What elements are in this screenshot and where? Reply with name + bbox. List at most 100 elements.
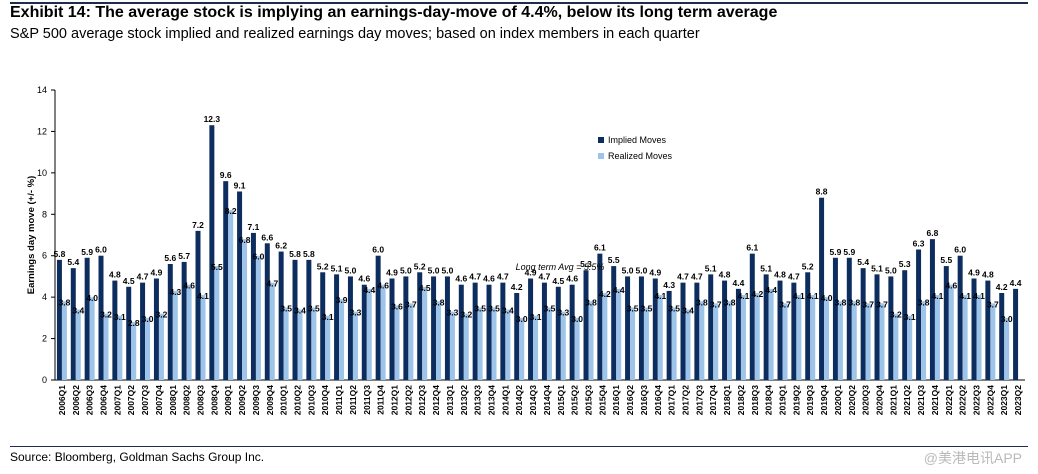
implied-data-label: 6.1 xyxy=(594,243,606,253)
realized-bar xyxy=(269,282,275,380)
realized-data-label: 4.1 xyxy=(973,291,985,301)
x-tick-label: 2021Q2 xyxy=(902,385,912,416)
implied-bar xyxy=(195,230,201,380)
x-tick-label: 2012Q2 xyxy=(403,385,413,416)
implied-data-label: 6.0 xyxy=(954,245,966,255)
implied-data-label: 4.7 xyxy=(137,272,149,282)
realized-bar xyxy=(408,303,414,380)
implied-bar xyxy=(126,286,132,380)
x-tick-label: 2018Q3 xyxy=(750,385,760,416)
realized-bar xyxy=(713,303,719,380)
y-tick-label: 6 xyxy=(42,251,47,261)
x-tick-label: 2013Q1 xyxy=(445,385,455,416)
realized-data-label: 3.0 xyxy=(516,314,528,324)
implied-data-label: 5.3 xyxy=(899,259,911,269)
realized-bar xyxy=(394,305,400,380)
implied-data-label: 6.0 xyxy=(95,245,107,255)
x-tick-label: 2017Q1 xyxy=(667,385,677,416)
x-tick-label: 2010Q2 xyxy=(293,385,303,416)
realized-data-label: 3.2 xyxy=(890,310,902,320)
implied-data-label: 4.3 xyxy=(663,280,675,290)
realized-bar xyxy=(1004,317,1010,380)
legend-implied-label: Implied Moves xyxy=(608,135,667,145)
realized-data-label: 3.7 xyxy=(876,299,888,309)
implied-bar xyxy=(541,282,547,380)
implied-data-label: 4.9 xyxy=(525,268,537,278)
x-tick-label: 2008Q3 xyxy=(196,385,206,416)
x-tick-label: 2008Q4 xyxy=(209,385,219,416)
realized-bar xyxy=(228,210,234,380)
realized-bar xyxy=(463,313,469,380)
realized-bar xyxy=(782,303,788,380)
realized-data-label: 4.1 xyxy=(197,291,209,301)
realized-data-label: 3.4 xyxy=(72,306,84,316)
implied-bar xyxy=(625,276,631,380)
x-tick-label: 2007Q4 xyxy=(154,385,164,416)
implied-bar xyxy=(597,253,603,380)
implied-bar xyxy=(929,239,935,380)
realized-bar xyxy=(546,307,552,380)
x-tick-label: 2018Q1 xyxy=(722,385,732,416)
implied-data-label: 5.4 xyxy=(67,257,79,267)
x-tick-label: 2014Q4 xyxy=(542,385,552,416)
x-tick-label: 2011Q4 xyxy=(376,385,386,415)
implied-data-label: 5.0 xyxy=(885,265,897,275)
implied-bar xyxy=(417,272,423,380)
realized-bar xyxy=(505,309,511,380)
implied-data-label: 4.7 xyxy=(469,272,481,282)
realized-data-label: 4.6 xyxy=(945,281,957,291)
x-tick-label: 2017Q4 xyxy=(708,385,718,416)
implied-bar xyxy=(749,253,755,380)
realized-data-label: 4.4 xyxy=(613,285,625,295)
implied-data-label: 4.2 xyxy=(996,282,1008,292)
implied-bar xyxy=(680,282,686,380)
implied-bar xyxy=(514,293,520,380)
realized-bar xyxy=(754,293,760,380)
implied-bar xyxy=(486,284,492,380)
x-tick-label: 2014Q1 xyxy=(500,385,510,416)
realized-bar xyxy=(311,307,317,380)
implied-data-label: 4.9 xyxy=(968,268,980,278)
realized-bar xyxy=(865,303,871,380)
realized-bar xyxy=(186,284,192,380)
realized-data-label: 3.8 xyxy=(59,297,71,307)
implied-bar xyxy=(832,257,838,380)
y-tick-label: 14 xyxy=(37,85,47,95)
realized-bar xyxy=(990,303,996,380)
implied-bar xyxy=(56,259,62,380)
implied-data-label: 12.3 xyxy=(204,114,221,124)
implied-data-label: 5.8 xyxy=(303,249,315,259)
x-tick-label: 2011Q3 xyxy=(362,385,372,415)
implied-data-label: 5.4 xyxy=(857,257,869,267)
x-tick-label: 2016Q2 xyxy=(625,385,635,416)
realized-bar xyxy=(768,288,774,380)
realized-data-label: 3.2 xyxy=(100,310,112,320)
realized-data-label: 5.5 xyxy=(211,262,223,272)
realized-bar xyxy=(837,301,843,380)
implied-bar xyxy=(874,274,880,380)
implied-bar xyxy=(500,282,506,380)
realized-bar xyxy=(824,297,830,380)
x-tick-label: 2012Q4 xyxy=(431,385,441,416)
x-tick-label: 2014Q3 xyxy=(528,385,538,416)
implied-data-label: 6.3 xyxy=(913,239,925,249)
implied-data-label: 5.0 xyxy=(622,265,634,275)
realized-data-label: 3.7 xyxy=(987,299,999,309)
implied-bar xyxy=(112,280,118,380)
x-tick-label: 2011Q1 xyxy=(334,385,344,415)
legend-implied-swatch xyxy=(598,137,604,143)
implied-bar xyxy=(431,276,437,380)
x-tick-label: 2010Q3 xyxy=(306,385,316,416)
implied-bar xyxy=(167,264,173,380)
realized-bar xyxy=(145,317,151,380)
x-tick-label: 2008Q1 xyxy=(168,385,178,416)
bottom-rule xyxy=(10,446,1028,447)
x-tick-label: 2020Q3 xyxy=(861,385,871,416)
implied-bar xyxy=(458,284,464,380)
x-tick-label: 2019Q3 xyxy=(805,385,815,416)
implied-data-label: 9.1 xyxy=(234,181,246,191)
realized-bar xyxy=(172,290,178,380)
y-tick-label: 2 xyxy=(42,334,47,344)
realized-data-label: 4.0 xyxy=(821,293,833,303)
x-tick-label: 2009Q4 xyxy=(265,385,275,416)
